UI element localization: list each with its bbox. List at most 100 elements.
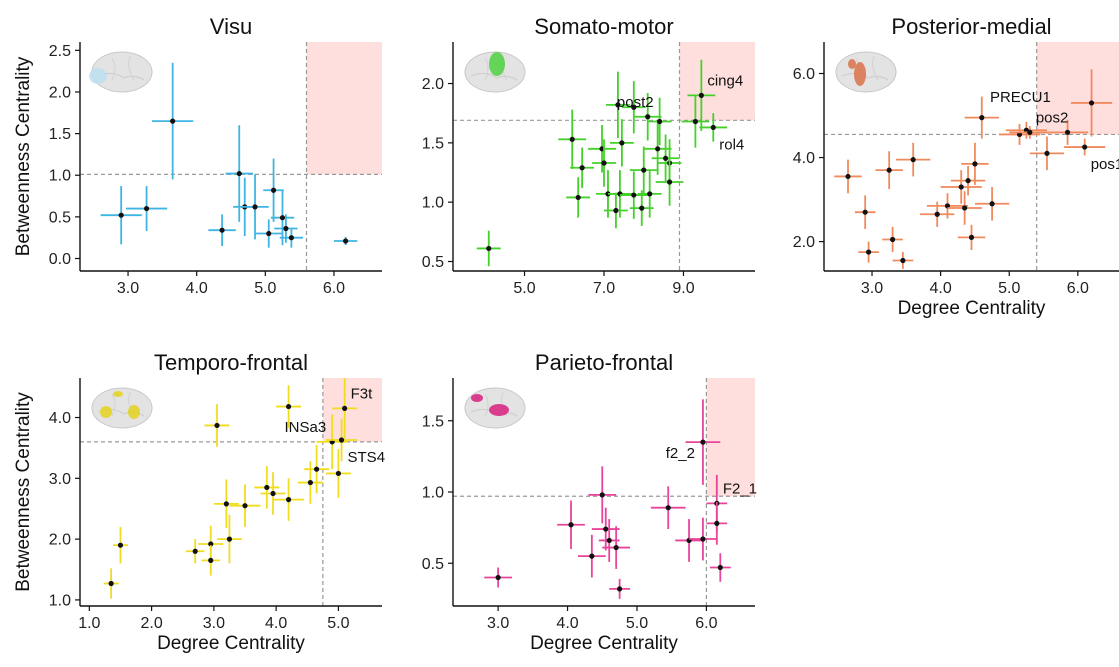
brain-thumbnail-icon bbox=[835, 51, 897, 93]
data-point bbox=[213, 479, 239, 529]
x-tick-label: 3.0 bbox=[203, 615, 225, 632]
point-label: f2_2 bbox=[666, 445, 695, 462]
point-label: pos2 bbox=[1036, 109, 1069, 126]
point-marker bbox=[890, 236, 896, 243]
data-point bbox=[875, 151, 903, 190]
point-marker bbox=[568, 522, 574, 528]
data-point bbox=[621, 81, 646, 134]
x-tick-label: 6.0 bbox=[323, 280, 345, 297]
data-point bbox=[100, 186, 142, 245]
x-tick-label: 5.0 bbox=[626, 615, 648, 632]
point-marker bbox=[242, 503, 248, 509]
point-marker bbox=[613, 544, 619, 551]
point-label: STS4 bbox=[348, 449, 386, 466]
y-axis-title: Betweenness Centrality bbox=[13, 392, 34, 592]
point-marker bbox=[714, 520, 720, 526]
x-tick-label: 5.0 bbox=[513, 280, 535, 297]
point-marker bbox=[862, 209, 868, 215]
x-tick-label: 5.0 bbox=[327, 615, 349, 632]
y-tick-label: 0.5 bbox=[422, 254, 444, 271]
point-marker bbox=[603, 526, 609, 532]
data-point bbox=[957, 224, 986, 250]
point-marker bbox=[700, 439, 706, 445]
data-point bbox=[643, 122, 672, 175]
data-point bbox=[609, 578, 631, 599]
point-marker bbox=[270, 490, 276, 497]
x-axis-title: Degree Centrality bbox=[530, 633, 678, 654]
point-marker bbox=[343, 238, 349, 244]
data-point bbox=[125, 186, 168, 232]
data-point bbox=[619, 171, 648, 219]
y-tick-label: 2.0 bbox=[422, 76, 444, 93]
data-point bbox=[557, 500, 585, 549]
point-marker bbox=[214, 422, 220, 429]
point-marker bbox=[989, 201, 995, 207]
y-tick-label: 1.5 bbox=[422, 413, 444, 430]
point-marker bbox=[619, 140, 625, 146]
data-point bbox=[689, 517, 717, 561]
highlight-region bbox=[306, 42, 382, 175]
data-point bbox=[484, 567, 513, 588]
point-marker bbox=[910, 157, 916, 163]
data-point bbox=[647, 97, 672, 146]
x-tick-label: 4.0 bbox=[930, 280, 952, 297]
data-point bbox=[655, 158, 684, 206]
point-marker bbox=[264, 484, 270, 491]
data-point bbox=[270, 190, 295, 246]
point-marker bbox=[285, 403, 292, 410]
data-point bbox=[604, 192, 628, 229]
point-marker bbox=[666, 179, 673, 185]
data-point bbox=[998, 123, 1041, 145]
panel-title: Parieto-frontal bbox=[535, 350, 673, 375]
x-tick-label: 5.0 bbox=[254, 280, 276, 297]
data-point bbox=[706, 501, 728, 545]
point-label: F2_1 bbox=[723, 480, 757, 497]
data-point bbox=[103, 568, 119, 599]
y-tick-label: 0.5 bbox=[422, 556, 444, 573]
point-marker bbox=[236, 170, 242, 177]
data-point bbox=[685, 399, 721, 485]
y-tick-label: 4.0 bbox=[793, 150, 815, 167]
data-point bbox=[633, 93, 662, 141]
y-tick-label: 1.5 bbox=[422, 135, 444, 152]
point-marker bbox=[655, 146, 661, 152]
data-point bbox=[964, 96, 999, 139]
data-point bbox=[225, 125, 253, 222]
data-point bbox=[113, 526, 128, 564]
x-tick-label: 7.0 bbox=[593, 280, 615, 297]
data-point bbox=[333, 236, 358, 246]
point-marker bbox=[486, 245, 492, 252]
point-marker bbox=[641, 167, 647, 173]
point-marker bbox=[192, 548, 198, 554]
point-marker bbox=[962, 205, 968, 211]
point-marker bbox=[647, 191, 653, 197]
x-tick-label: 1.0 bbox=[78, 615, 100, 632]
point-marker bbox=[934, 211, 940, 217]
panel-title: Posterior-medial bbox=[891, 14, 1051, 39]
point-marker bbox=[599, 492, 605, 498]
point-marker bbox=[968, 234, 975, 240]
x-tick-label: 3.0 bbox=[487, 615, 509, 632]
data-point bbox=[629, 146, 658, 194]
point-marker bbox=[631, 104, 637, 110]
y-tick-label: 2.0 bbox=[49, 532, 71, 549]
point-marker bbox=[579, 165, 585, 171]
y-tick-label: 1.0 bbox=[422, 485, 444, 502]
point-marker bbox=[613, 207, 619, 214]
data-point bbox=[570, 147, 595, 188]
highlight-region bbox=[1036, 42, 1119, 135]
data-point bbox=[273, 478, 305, 521]
point-marker bbox=[495, 574, 501, 581]
data-point bbox=[185, 539, 205, 564]
point-marker bbox=[208, 541, 214, 547]
brain-thumbnail-icon bbox=[464, 51, 526, 93]
point-marker bbox=[270, 187, 277, 193]
panel-0: Visu 3.0 4.0 5.0 6.0 0.0 0.5 1.0 1.5 2.0 2.5 Betwee… bbox=[13, 14, 382, 297]
point-label: INSa3 bbox=[284, 419, 326, 436]
x-tick-label: 2.0 bbox=[140, 615, 162, 632]
data-point bbox=[588, 125, 616, 173]
data-point bbox=[681, 95, 710, 148]
x-tick-label: 3.0 bbox=[861, 280, 883, 297]
point-marker bbox=[226, 536, 233, 542]
